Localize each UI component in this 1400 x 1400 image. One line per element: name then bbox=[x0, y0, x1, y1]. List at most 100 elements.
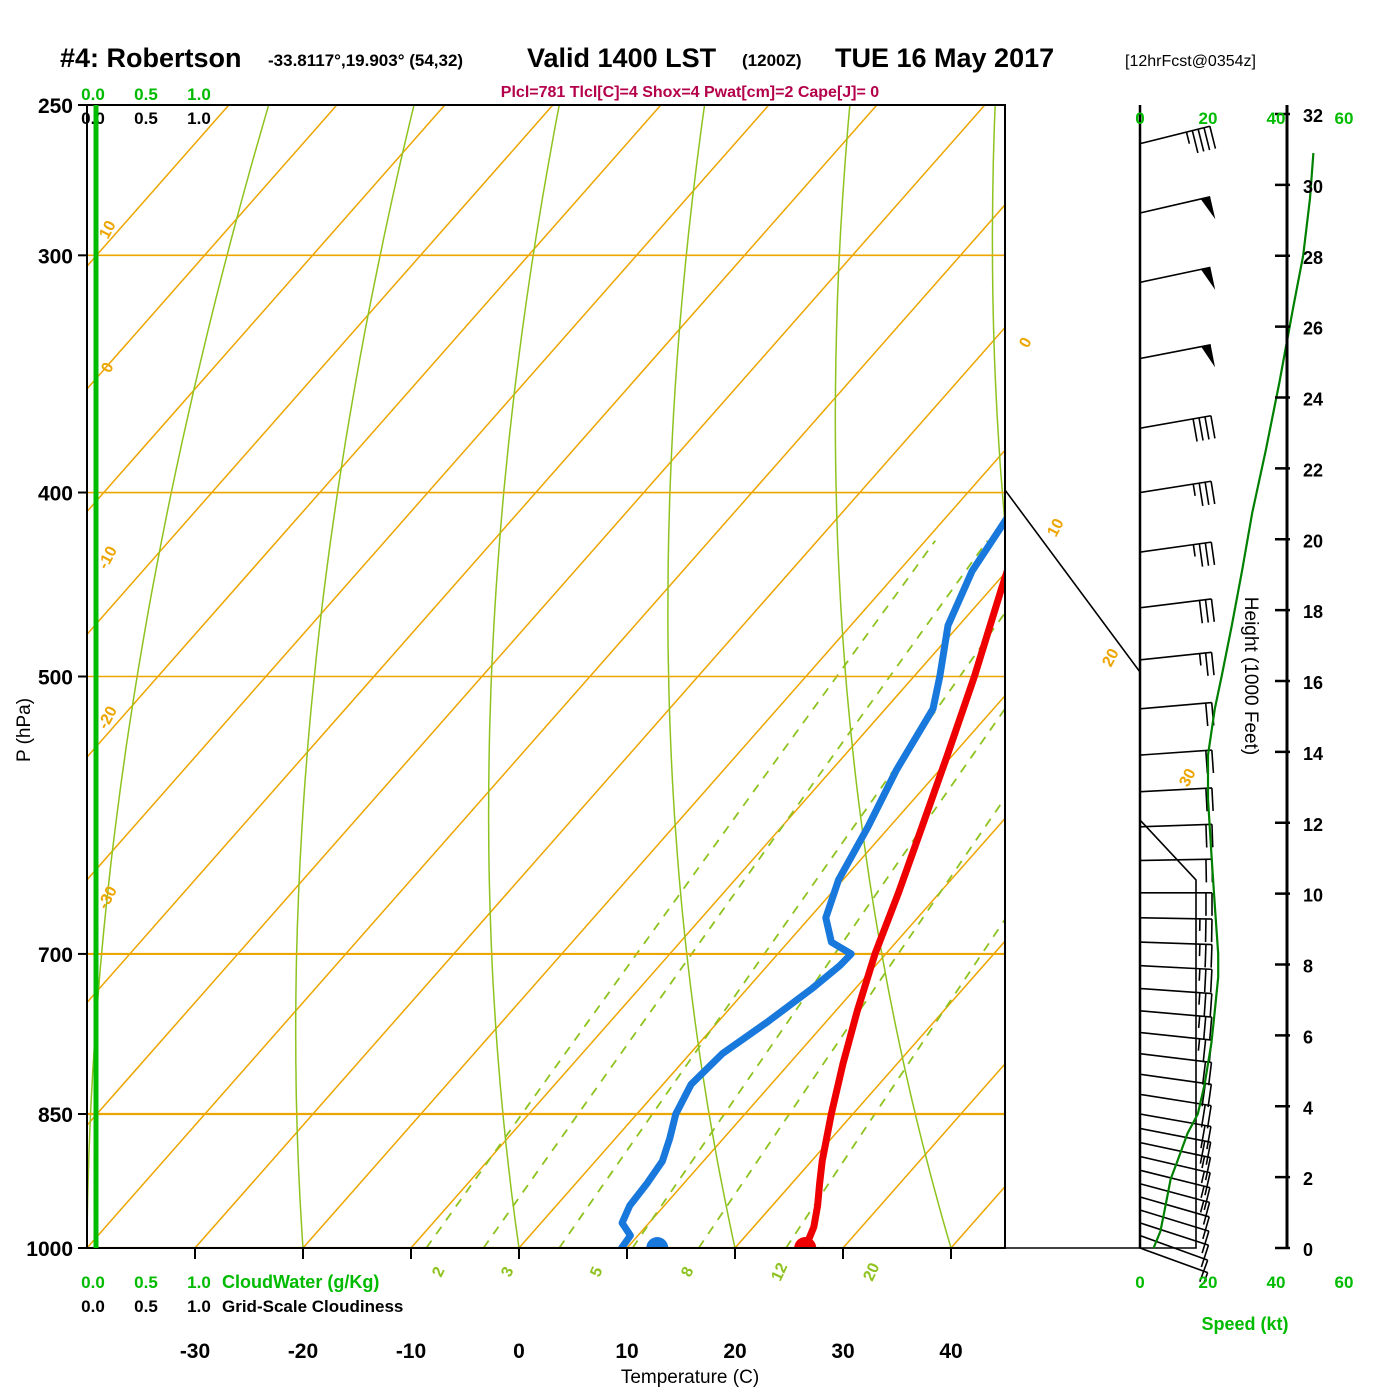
svg-text:250: 250 bbox=[38, 95, 73, 118]
mixing-ratio-lines bbox=[425, 540, 1005, 1248]
barb-full bbox=[1201, 1230, 1210, 1254]
barb-shaft bbox=[1139, 987, 1212, 995]
barb-full bbox=[1192, 418, 1198, 442]
svg-text:0.5: 0.5 bbox=[134, 109, 158, 128]
barb-shaft bbox=[1139, 941, 1212, 946]
barb-full bbox=[1204, 416, 1210, 440]
dry-adiabat bbox=[834, 105, 952, 1248]
barb-full bbox=[1211, 750, 1215, 774]
pressure-axis: 250 300 400 500 700 850 1000 bbox=[26, 95, 87, 1261]
svg-text:20: 20 bbox=[860, 1260, 883, 1283]
dry-adiabat-lines bbox=[87, 105, 1005, 1248]
svg-text:12: 12 bbox=[1303, 815, 1323, 835]
svg-text:0: 0 bbox=[1303, 1240, 1313, 1260]
valid-time: Valid 1400 LST bbox=[527, 43, 717, 73]
isotherm-line bbox=[87, 105, 338, 391]
cloudiness-label: Grid-Scale Cloudiness bbox=[222, 1297, 403, 1316]
barb-full bbox=[1203, 969, 1207, 993]
dry-adiabat bbox=[294, 105, 415, 1248]
barb-full bbox=[1204, 599, 1210, 623]
svg-text:1.0: 1.0 bbox=[187, 109, 211, 128]
surface-temperature-dot bbox=[794, 1237, 817, 1248]
barb-shaft bbox=[1139, 1052, 1212, 1064]
barb-shaft bbox=[1139, 1127, 1211, 1143]
svg-text:30: 30 bbox=[1303, 177, 1323, 197]
barb-full bbox=[1204, 1172, 1211, 1196]
isotherm-line bbox=[518, 694, 1005, 1248]
svg-text:0.0: 0.0 bbox=[81, 109, 105, 128]
wind-barb bbox=[1139, 1141, 1212, 1181]
barb-pennant bbox=[1201, 344, 1216, 368]
wind-barb bbox=[1139, 1234, 1209, 1283]
sounding-traces bbox=[618, 514, 1005, 1248]
barb-full bbox=[1200, 1125, 1206, 1149]
barb-full bbox=[1204, 652, 1209, 676]
svg-text:20: 20 bbox=[1199, 1273, 1218, 1292]
barb-shaft bbox=[1139, 701, 1212, 710]
barb-pennant bbox=[1200, 267, 1216, 290]
svg-text:300: 300 bbox=[38, 245, 73, 268]
svg-text:6: 6 bbox=[1303, 1027, 1313, 1047]
temperature-axis-title: Temperature (C) bbox=[621, 1367, 759, 1388]
svg-text:10: 10 bbox=[615, 1340, 638, 1363]
wind-barbs bbox=[1139, 125, 1217, 1285]
station-title: #4: Robertson bbox=[60, 43, 242, 73]
wind-barb bbox=[1139, 1052, 1213, 1086]
barb-pennant bbox=[1200, 196, 1216, 220]
wind-barb bbox=[1139, 266, 1216, 290]
wind-barb bbox=[1139, 1169, 1211, 1211]
wind-barb bbox=[1140, 892, 1213, 916]
surface-dewpoint-dot bbox=[646, 1237, 669, 1248]
barb-half bbox=[1192, 483, 1196, 497]
svg-text:40: 40 bbox=[939, 1340, 962, 1363]
barb-full bbox=[1198, 600, 1204, 624]
barb-full bbox=[1200, 1244, 1210, 1268]
barb-full bbox=[1191, 130, 1199, 154]
barb-shaft bbox=[1139, 964, 1212, 971]
barb-shaft bbox=[1139, 414, 1212, 430]
barb-full bbox=[1207, 1062, 1213, 1086]
wind-barb bbox=[1139, 651, 1215, 676]
barb-full bbox=[1210, 481, 1216, 505]
barb-half bbox=[1192, 544, 1196, 557]
svg-text:2: 2 bbox=[1303, 1169, 1313, 1189]
barb-full bbox=[1210, 598, 1216, 622]
wind-barb bbox=[1139, 1010, 1213, 1041]
barb-shaft bbox=[1139, 749, 1212, 756]
svg-text:20: 20 bbox=[723, 1340, 746, 1363]
svg-text:500: 500 bbox=[38, 667, 73, 690]
barb-full bbox=[1209, 993, 1213, 1017]
barb-full bbox=[1210, 652, 1215, 676]
isotherm-line bbox=[626, 817, 1005, 1248]
forecast-tag: [12hrFcst@0354z] bbox=[1125, 53, 1256, 70]
speed-scale-bottom: 0 20 40 60 bbox=[1135, 1273, 1353, 1292]
svg-text:60: 60 bbox=[1335, 1273, 1354, 1292]
barb-full bbox=[1198, 483, 1204, 506]
barb-full bbox=[1211, 787, 1214, 811]
svg-text:12: 12 bbox=[768, 1260, 791, 1283]
barb-shaft bbox=[1139, 196, 1211, 214]
wind-barb bbox=[1139, 1247, 1209, 1285]
bottom-scale-labels: 0.0 0.5 1.0 0.0 0.5 1.0 bbox=[81, 1273, 211, 1316]
barb-full bbox=[1199, 1140, 1206, 1164]
svg-text:40: 40 bbox=[1267, 1273, 1286, 1292]
barb-shaft bbox=[1139, 1141, 1211, 1159]
svg-text:0.0: 0.0 bbox=[81, 1297, 105, 1316]
wind-barb bbox=[1139, 541, 1216, 567]
isobar-lines bbox=[87, 254, 1005, 1248]
speed-scale-top: 0 20 40 60 bbox=[1135, 109, 1353, 128]
barb-half bbox=[1197, 1038, 1201, 1051]
barb-shaft bbox=[1139, 266, 1211, 284]
barb-half bbox=[1198, 653, 1202, 666]
barb-shaft bbox=[1139, 1234, 1208, 1261]
isotherm-line bbox=[87, 105, 446, 513]
barb-full bbox=[1210, 415, 1216, 439]
wind-barb bbox=[1139, 1209, 1210, 1254]
svg-text:10: 10 bbox=[1303, 886, 1323, 906]
barb-full bbox=[1210, 944, 1213, 968]
barb-shaft bbox=[1139, 1169, 1211, 1189]
